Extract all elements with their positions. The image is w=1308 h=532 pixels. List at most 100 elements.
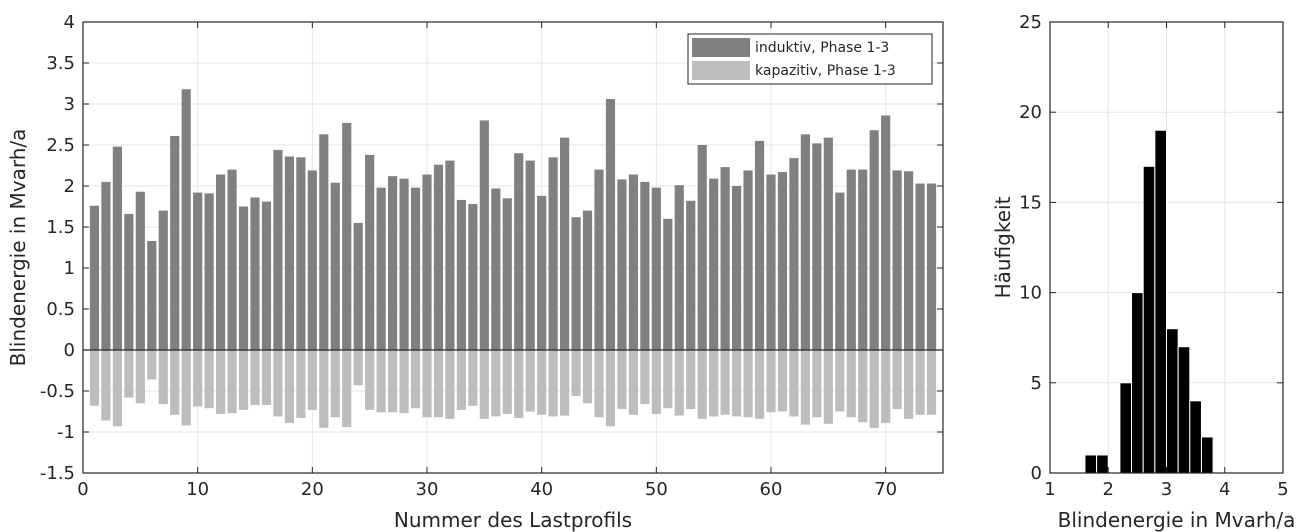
bar-kapazitiv bbox=[640, 350, 650, 405]
left-y-tick-label: 2.5 bbox=[46, 135, 75, 156]
bar-induktiv bbox=[491, 188, 501, 350]
bar-induktiv bbox=[479, 120, 489, 351]
bar-kapazitiv bbox=[789, 350, 799, 417]
bar-induktiv bbox=[193, 192, 203, 350]
left-y-tick-label: -1.5 bbox=[40, 463, 75, 484]
bar-kapazitiv bbox=[858, 350, 868, 423]
bar-induktiv bbox=[663, 218, 673, 350]
bar-induktiv bbox=[181, 89, 191, 351]
bar-kapazitiv bbox=[869, 350, 879, 428]
bar-induktiv bbox=[617, 179, 627, 350]
bar-induktiv bbox=[376, 187, 386, 350]
bar-kapazitiv bbox=[846, 350, 856, 418]
bar-induktiv bbox=[342, 122, 352, 350]
right-x-tick-label: 3 bbox=[1161, 479, 1172, 500]
bar-kapazitiv bbox=[812, 350, 822, 418]
bar-induktiv bbox=[147, 240, 157, 350]
histogram-bin bbox=[1119, 382, 1133, 474]
right-y-axis-label: Häufigkeit bbox=[991, 196, 1015, 298]
bar-induktiv bbox=[319, 134, 329, 350]
bar-induktiv bbox=[686, 200, 696, 350]
legend-label-induktiv: induktiv, Phase 1-3 bbox=[755, 40, 889, 56]
left-y-tick-label: 1.5 bbox=[46, 217, 75, 238]
left-x-tick-label: 60 bbox=[760, 479, 783, 500]
bar-induktiv bbox=[777, 172, 788, 350]
bar-kapazitiv bbox=[170, 350, 180, 415]
bar-induktiv bbox=[720, 167, 730, 350]
bar-induktiv bbox=[709, 178, 719, 350]
left-y-tick-label: 0 bbox=[64, 340, 75, 361]
histogram-bin bbox=[1142, 165, 1156, 474]
bar-induktiv bbox=[800, 134, 810, 350]
bar-kapazitiv bbox=[777, 350, 788, 412]
left-x-tick-label: 0 bbox=[77, 479, 88, 500]
bar-induktiv bbox=[433, 164, 444, 350]
bar-kapazitiv bbox=[388, 350, 398, 413]
bar-kapazitiv bbox=[835, 350, 845, 412]
bar-induktiv bbox=[135, 191, 145, 350]
bar-induktiv bbox=[571, 217, 581, 350]
bar-kapazitiv bbox=[560, 350, 570, 416]
left-x-tick-label: 20 bbox=[301, 479, 324, 500]
bar-induktiv bbox=[548, 157, 558, 350]
bar-induktiv bbox=[216, 174, 226, 350]
bar-kapazitiv bbox=[881, 350, 891, 423]
bar-kapazitiv bbox=[284, 350, 294, 423]
bar-kapazitiv bbox=[617, 350, 627, 410]
bar-induktiv bbox=[410, 187, 421, 350]
left-y-tick-label: 2 bbox=[64, 176, 75, 197]
bar-kapazitiv bbox=[915, 350, 925, 415]
bar-kapazitiv bbox=[445, 350, 455, 419]
bar-kapazitiv bbox=[261, 350, 272, 405]
left-x-tick-label: 30 bbox=[416, 479, 439, 500]
bar-kapazitiv bbox=[365, 350, 375, 410]
bar-induktiv bbox=[238, 206, 249, 350]
bar-kapazitiv bbox=[892, 350, 902, 410]
bar-kapazitiv bbox=[605, 350, 616, 427]
right-x-tick-label: 5 bbox=[1277, 479, 1288, 500]
bar-induktiv bbox=[422, 174, 432, 350]
bar-kapazitiv bbox=[732, 350, 742, 417]
bar-kapazitiv bbox=[89, 350, 100, 406]
bar-induktiv bbox=[284, 156, 294, 350]
bar-induktiv bbox=[904, 171, 914, 350]
right-y-tick-label: 5 bbox=[1031, 373, 1042, 394]
bar-kapazitiv bbox=[514, 350, 524, 419]
bar-induktiv bbox=[353, 222, 363, 350]
right-y-tick-label: 20 bbox=[1019, 102, 1042, 123]
bar-induktiv bbox=[170, 135, 180, 350]
bar-induktiv bbox=[158, 210, 168, 350]
left-bars bbox=[89, 89, 937, 428]
bar-kapazitiv bbox=[319, 350, 329, 428]
bar-kapazitiv bbox=[216, 350, 226, 414]
bar-kapazitiv bbox=[720, 350, 730, 415]
bar-induktiv bbox=[651, 187, 661, 350]
bar-kapazitiv bbox=[479, 350, 489, 419]
bar-kapazitiv bbox=[502, 350, 512, 414]
bar-induktiv bbox=[204, 193, 214, 350]
bar-kapazitiv bbox=[674, 350, 684, 416]
bar-kapazitiv bbox=[800, 350, 810, 425]
bar-induktiv bbox=[112, 146, 122, 350]
bar-kapazitiv bbox=[709, 350, 719, 417]
histogram-bin bbox=[1084, 454, 1098, 474]
bar-induktiv bbox=[560, 137, 570, 350]
legend: induktiv, Phase 1-3 kapazitiv, Phase 1-3 bbox=[687, 33, 933, 85]
bar-kapazitiv bbox=[273, 350, 283, 417]
bar-kapazitiv bbox=[582, 350, 593, 404]
bar-kapazitiv bbox=[491, 350, 501, 417]
left-x-axis-label: Nummer des Lastprofils bbox=[394, 508, 632, 532]
bar-kapazitiv bbox=[376, 350, 386, 413]
reactive-energy-bar-chart: 0 10 20 30 40 50 60 70 -1.5 -1 -0.5 0 0.5 1 1.5 2 2.5 3 3.… bbox=[6, 12, 944, 532]
bar-induktiv bbox=[101, 181, 111, 350]
histogram-bin bbox=[1177, 346, 1191, 474]
right-y-tick-label: 25 bbox=[1019, 12, 1042, 33]
left-y-tick-label: 3 bbox=[64, 94, 75, 115]
left-ticks: 0 10 20 30 40 50 60 70 -1.5 -1 -0.5 0 0.5 1 1.5 2 2.5 3 3.… bbox=[40, 12, 943, 500]
histogram-bin bbox=[1200, 436, 1214, 474]
bar-induktiv bbox=[307, 170, 317, 350]
histogram-bin bbox=[1131, 292, 1144, 474]
bar-induktiv bbox=[273, 149, 283, 350]
bar-induktiv bbox=[915, 183, 925, 350]
